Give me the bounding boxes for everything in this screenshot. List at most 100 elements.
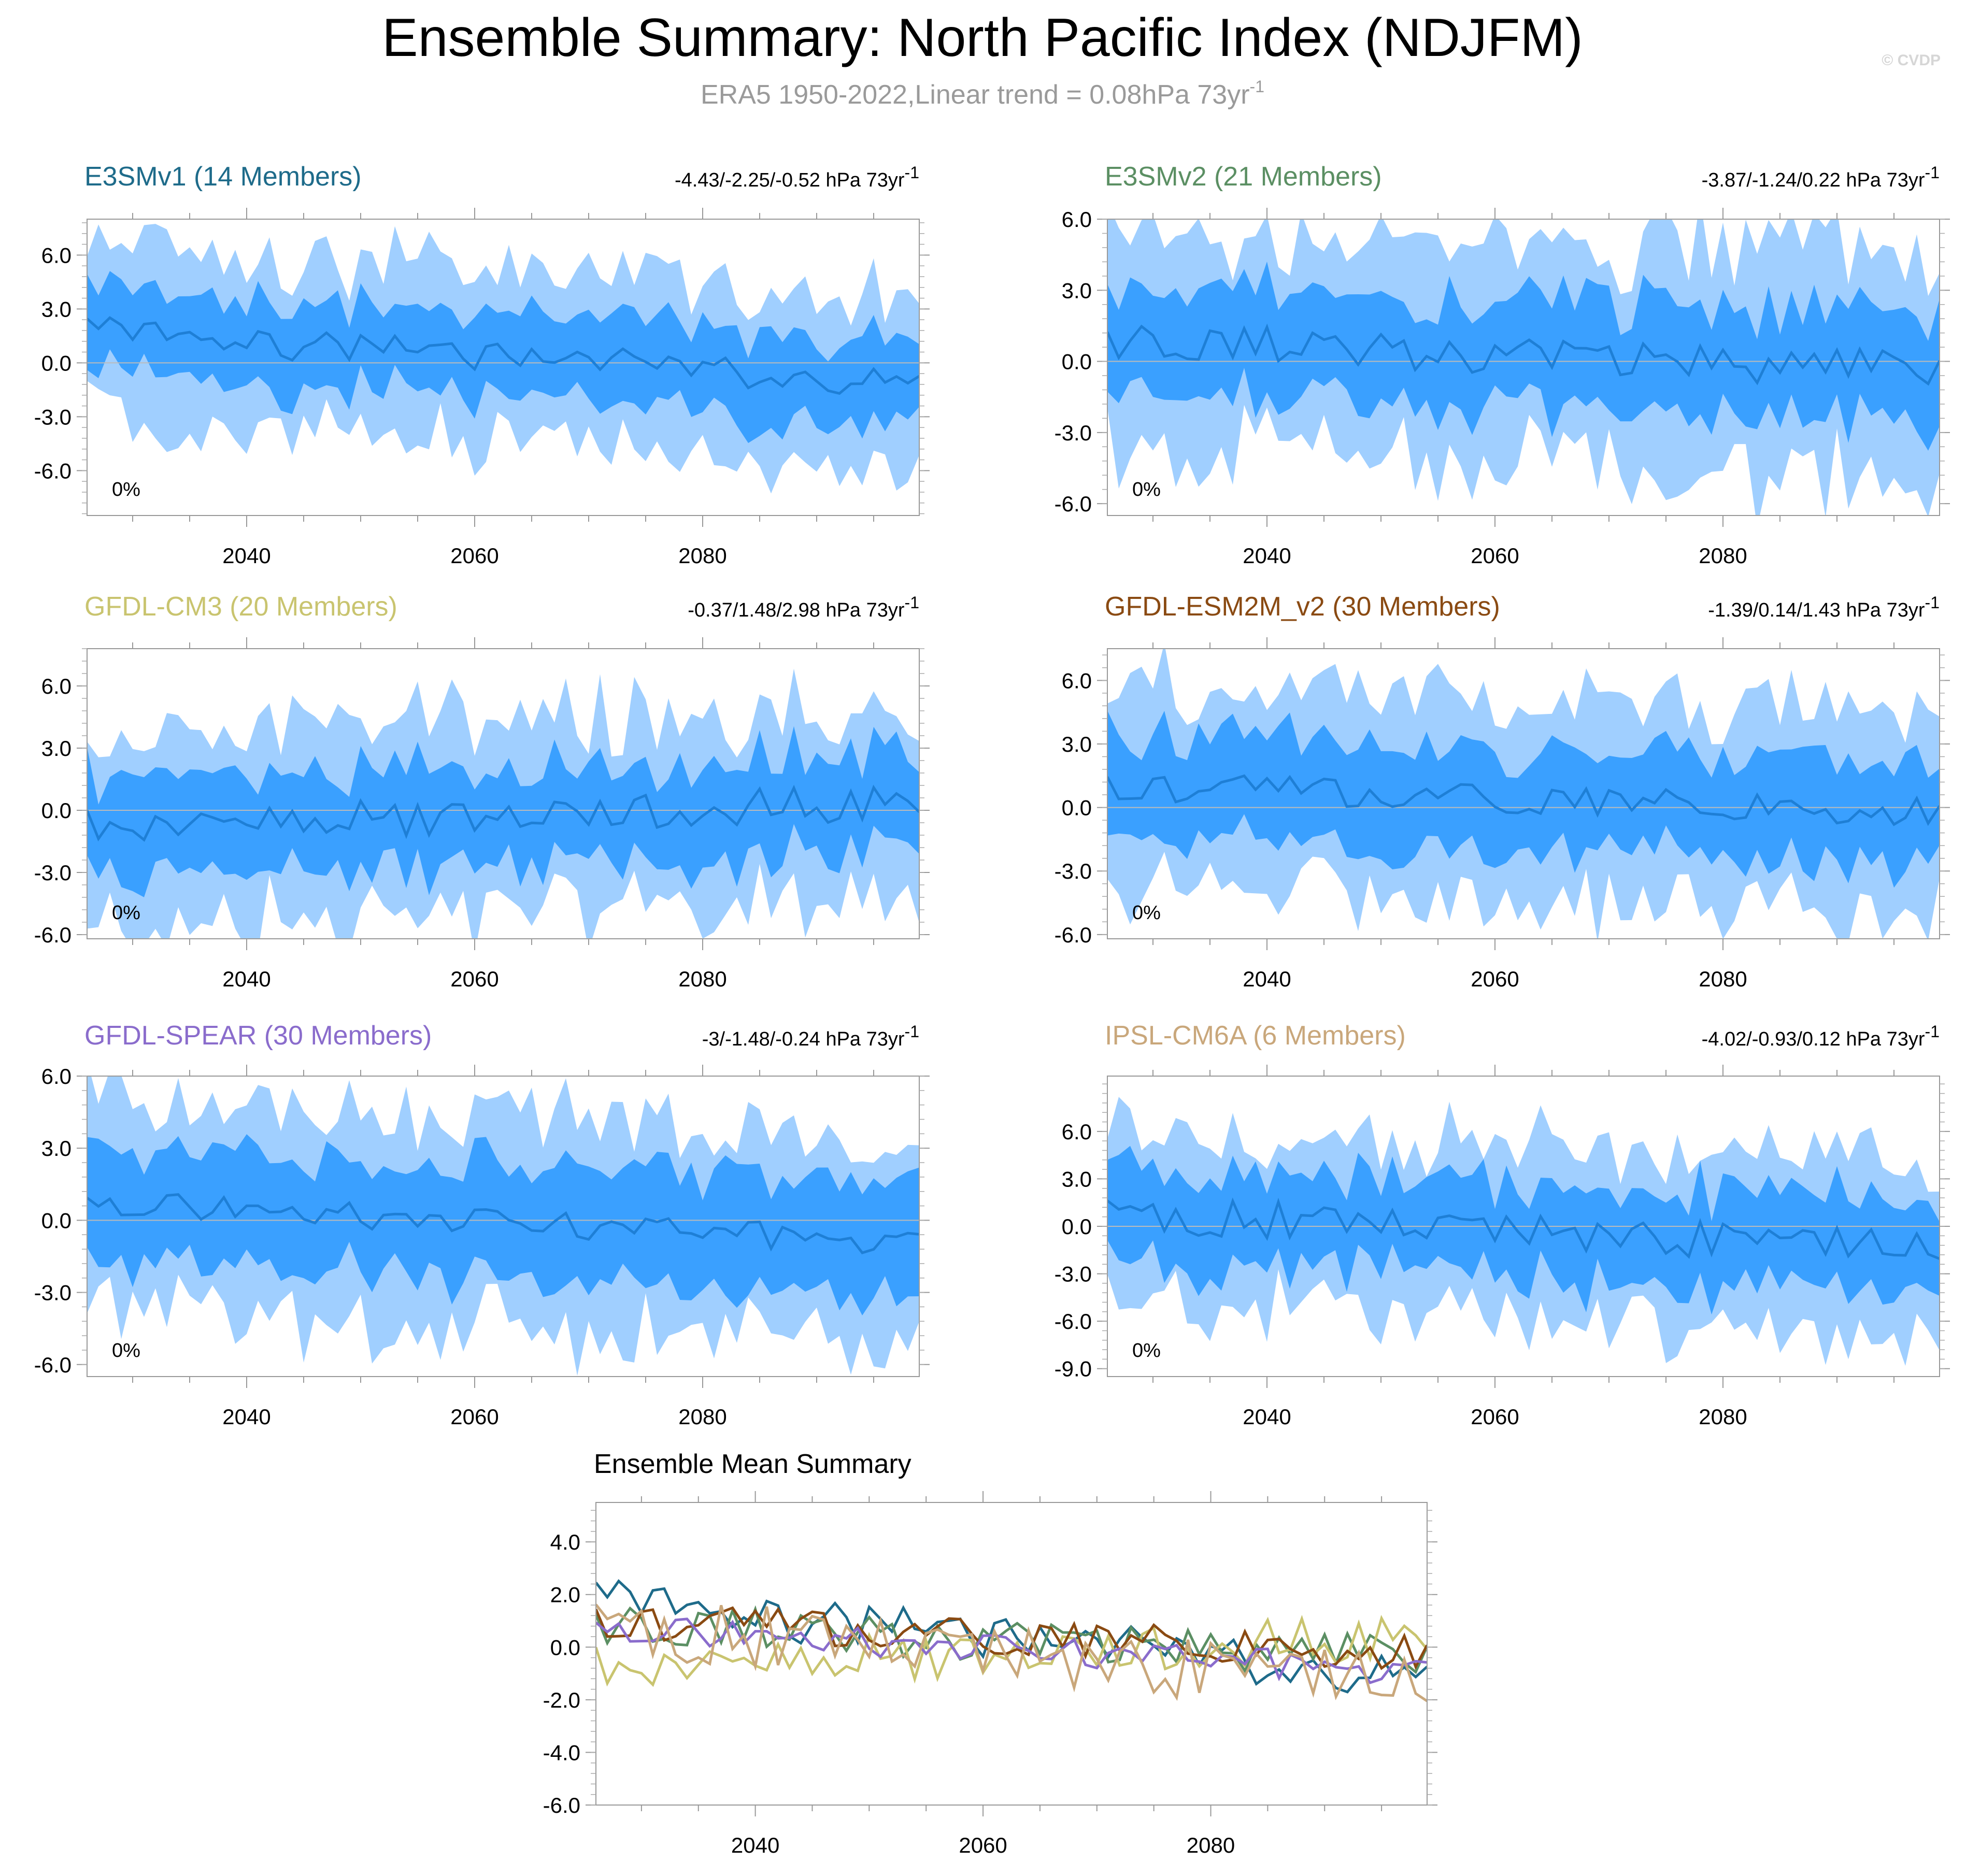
y-tick-label: 2.0 xyxy=(550,1583,580,1607)
plot-frame xyxy=(1107,648,1940,939)
y-tick-label: -6.0 xyxy=(1055,1309,1092,1334)
y-tick-label: -3.0 xyxy=(1055,859,1092,883)
mean-series-GFDL-ESM2M_v2 xyxy=(596,1606,1427,1670)
plot-frame xyxy=(1107,219,1940,516)
ensemble-mean-line xyxy=(1107,323,1940,386)
x-tick-label: 2060 xyxy=(1471,967,1519,991)
chart-panel-4: GFDL-SPEAR (30 Members) -3/-1.48/-0.24 hP… xyxy=(34,1021,930,1429)
y-tick-label: 0.0 xyxy=(41,798,72,823)
trend-range-superscript: -1 xyxy=(905,163,919,182)
y-tick-label: 0.0 xyxy=(1062,796,1092,820)
x-tick-label: 2080 xyxy=(678,543,726,568)
y-tick-label: -6.0 xyxy=(1055,492,1092,516)
y-tick-label: -3.0 xyxy=(34,861,72,885)
trend-range-superscript: -1 xyxy=(1925,593,1940,612)
percent-label: 0% xyxy=(1132,1340,1161,1362)
x-tick-label: 2040 xyxy=(222,1405,270,1429)
x-tick-label: 2040 xyxy=(222,543,270,568)
y-tick-label: -3.0 xyxy=(1055,1262,1092,1286)
trend-range-superscript: -1 xyxy=(1925,1022,1940,1041)
y-tick-label: 6.0 xyxy=(41,1064,72,1089)
x-tick-label: 2080 xyxy=(678,967,726,991)
x-tick-label: 2040 xyxy=(222,967,270,991)
trend-range-text: -0.37/1.48/2.98 hPa 73yr xyxy=(688,599,905,621)
trend-range-text: -3/-1.48/-0.24 hPa 73yr xyxy=(702,1028,905,1050)
plot-area-4 xyxy=(87,1076,919,1376)
y-tick-label: 3.0 xyxy=(41,297,72,321)
x-tick-label: 2080 xyxy=(1699,543,1747,568)
plot-area-3 xyxy=(1107,649,1940,939)
x-tick-label: 2060 xyxy=(959,1833,1007,1857)
y-tick-label: -6.0 xyxy=(34,923,72,947)
plot-area-2 xyxy=(87,668,919,939)
x-tick-label: 2040 xyxy=(1243,967,1291,991)
y-tick-label: -4.0 xyxy=(543,1740,580,1765)
y-tick-label: 3.0 xyxy=(41,1136,72,1161)
figure-subtitle: ERA5 1950-2022,Linear trend = 0.08hPa 73… xyxy=(701,77,1264,110)
y-tick-label: -3.0 xyxy=(34,405,72,429)
x-tick-label: 2080 xyxy=(678,1405,726,1429)
chart-panel-3: GFDL-ESM2M_v2 (30 Members) -1.39/0.14/1.4… xyxy=(1055,592,1950,991)
x-tick-label: 2060 xyxy=(450,1405,498,1429)
plot-area-0 xyxy=(87,224,919,494)
panel-title: E3SMv2 (21 Members) xyxy=(1105,162,1382,192)
y-tick-label: -6.0 xyxy=(34,459,72,483)
mean-series-IPSL-CM6A xyxy=(596,1603,1427,1702)
y-tick-label: 0.0 xyxy=(550,1635,580,1659)
x-tick-label: 2040 xyxy=(1243,1405,1291,1429)
percent-label: 0% xyxy=(112,902,140,924)
y-tick-label: 0.0 xyxy=(41,1208,72,1233)
inner-spread-band xyxy=(1107,261,1940,451)
inner-spread-band xyxy=(1107,710,1940,888)
panel-title: GFDL-CM3 (20 Members) xyxy=(84,592,397,622)
plot-frame xyxy=(87,648,920,939)
trend-range-label: -4.43/-2.25/-0.52 hPa 73yr-1 xyxy=(675,163,919,191)
chart-panel-1: E3SMv2 (21 Members) -3.87/-1.24/0.22 hPa … xyxy=(1055,162,1950,568)
plot-area-1 xyxy=(1107,219,1940,515)
y-tick-label: -6.0 xyxy=(34,1353,72,1377)
y-tick-label: 4.0 xyxy=(550,1530,580,1554)
mean-series-GFDL-SPEAR xyxy=(596,1617,1427,1684)
y-tick-label: 0.0 xyxy=(1062,350,1092,374)
trend-range-label: -4.02/-0.93/0.12 hPa 73yr-1 xyxy=(1702,1022,1940,1050)
y-tick-label: 6.0 xyxy=(1062,207,1092,232)
mean-series-E3SMv1 xyxy=(596,1579,1427,1694)
chart-panel-2: GFDL-CM3 (20 Members) -0.37/1.48/2.98 hPa… xyxy=(34,592,930,991)
ensemble-mean-line xyxy=(87,1193,919,1254)
y-tick-label: 3.0 xyxy=(1062,732,1092,756)
y-tick-label: -3.0 xyxy=(1055,421,1092,445)
y-tick-label: 3.0 xyxy=(1062,278,1092,303)
percent-label: 0% xyxy=(1132,479,1161,500)
y-tick-label: 6.0 xyxy=(41,243,72,267)
chart-panel-5: IPSL-CM6A (6 Members) -4.02/-0.93/0.12 hP… xyxy=(1055,1021,1950,1429)
y-tick-label: -6.0 xyxy=(1055,923,1092,947)
percent-label: 0% xyxy=(112,1340,140,1362)
trend-range-text: -1.39/0.14/1.43 hPa 73yr xyxy=(1708,599,1925,621)
ensemble-mean-line xyxy=(1107,1197,1940,1260)
x-tick-label: 2060 xyxy=(450,543,498,568)
y-tick-label: 3.0 xyxy=(41,736,72,761)
inner-spread-band xyxy=(87,271,919,443)
cvdp-watermark: © CVDP xyxy=(1882,52,1941,69)
trend-range-label: -1.39/0.14/1.43 hPa 73yr-1 xyxy=(1708,593,1940,621)
x-tick-label: 2040 xyxy=(1243,543,1291,568)
ensemble-mean-line xyxy=(87,784,919,842)
x-tick-label: 2080 xyxy=(1187,1833,1235,1857)
percent-label: 0% xyxy=(1132,902,1161,924)
trend-range-label: -3/-1.48/-0.24 hPa 73yr-1 xyxy=(702,1022,919,1050)
inner-spread-band xyxy=(87,1134,919,1315)
ensemble-mean-line xyxy=(87,316,919,395)
trend-range-text: -4.43/-2.25/-0.52 hPa 73yr xyxy=(675,169,905,191)
trend-range-superscript: -1 xyxy=(905,593,919,612)
y-tick-label: 0.0 xyxy=(41,351,72,375)
plot-frame xyxy=(87,219,920,516)
x-tick-label: 2040 xyxy=(731,1833,779,1857)
trend-range-superscript: -1 xyxy=(905,1022,919,1041)
x-tick-label: 2060 xyxy=(1471,543,1519,568)
y-tick-label: 6.0 xyxy=(1062,668,1092,693)
percent-label: 0% xyxy=(112,479,140,500)
panel-title: GFDL-ESM2M_v2 (30 Members) xyxy=(1105,592,1500,622)
subtitle-text: ERA5 1950-2022,Linear trend = 0.08hPa 73… xyxy=(701,80,1250,110)
panels-layer: E3SMv1 (14 Members) -4.43/-2.25/-0.52 hPa… xyxy=(34,162,1950,1857)
